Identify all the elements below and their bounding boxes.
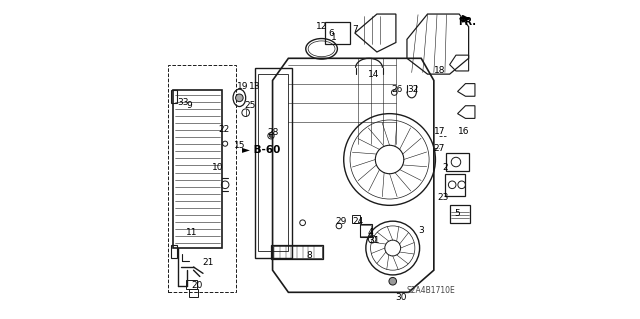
Text: 7: 7 — [352, 25, 358, 34]
Text: 26: 26 — [392, 85, 403, 94]
Text: 22: 22 — [218, 125, 229, 134]
Text: 21: 21 — [202, 258, 213, 267]
Text: 1: 1 — [332, 33, 337, 42]
Text: 28: 28 — [267, 128, 278, 137]
Text: 30: 30 — [395, 293, 406, 301]
Text: 24: 24 — [353, 217, 364, 226]
Text: ► B-60: ► B-60 — [243, 145, 281, 155]
Bar — [360, 224, 372, 237]
Text: 27: 27 — [433, 144, 444, 153]
Bar — [171, 245, 177, 257]
Text: 5: 5 — [454, 209, 460, 218]
Bar — [445, 174, 465, 196]
Bar — [271, 245, 323, 259]
Bar — [186, 280, 196, 289]
Bar — [189, 289, 198, 297]
Text: 16: 16 — [458, 127, 470, 136]
Bar — [273, 247, 321, 257]
Text: 13: 13 — [250, 82, 261, 91]
Text: 23: 23 — [438, 193, 449, 202]
Bar — [173, 90, 222, 248]
Circle shape — [389, 278, 397, 285]
Text: 12: 12 — [316, 22, 327, 31]
Text: S2A4B1710E: S2A4B1710E — [406, 286, 455, 295]
Text: 9: 9 — [186, 101, 191, 110]
Bar — [324, 22, 350, 44]
Text: 6: 6 — [328, 28, 334, 38]
Text: 25: 25 — [244, 101, 256, 110]
Text: 17: 17 — [435, 127, 446, 136]
Bar — [171, 90, 177, 103]
Bar — [168, 65, 236, 292]
Text: 11: 11 — [186, 228, 198, 237]
Bar — [351, 215, 360, 223]
Text: 32: 32 — [408, 85, 419, 94]
Text: 8: 8 — [306, 251, 312, 260]
Bar — [447, 153, 468, 171]
Bar — [360, 225, 371, 236]
Bar — [450, 205, 470, 223]
Text: 19: 19 — [237, 82, 248, 91]
Text: 10: 10 — [211, 163, 223, 172]
Text: 3: 3 — [419, 226, 424, 235]
Text: 2: 2 — [442, 163, 448, 172]
Bar — [259, 74, 289, 251]
Text: 4: 4 — [368, 228, 373, 237]
Text: 18: 18 — [435, 66, 446, 76]
Bar — [255, 68, 292, 257]
Circle shape — [236, 94, 243, 102]
Text: 31: 31 — [368, 236, 380, 245]
Text: 33: 33 — [178, 98, 189, 107]
Text: 29: 29 — [335, 217, 346, 226]
Circle shape — [269, 134, 273, 137]
Text: 20: 20 — [191, 281, 202, 291]
Text: 14: 14 — [368, 70, 380, 78]
Text: FR.: FR. — [458, 17, 476, 27]
Text: 15: 15 — [234, 141, 245, 150]
